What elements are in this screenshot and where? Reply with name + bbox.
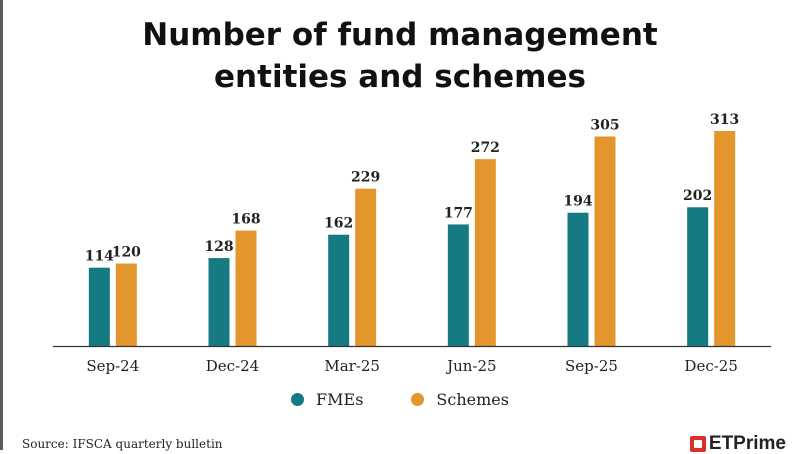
- data-label-fmes-sep-24: 114: [85, 249, 114, 265]
- data-label-fmes-dec-24: 128: [204, 239, 233, 255]
- legend-label-fmes: FMEs: [316, 390, 364, 409]
- data-label-schemes-sep-24: 120: [112, 245, 141, 261]
- data-label-fmes-mar-25: 162: [324, 216, 353, 232]
- legend-swatch-fmes: [291, 393, 305, 406]
- legend-swatch-schemes: [411, 393, 425, 406]
- data-label-fmes-sep-25: 194: [563, 194, 592, 210]
- chart-title: Number of fund management entities and s…: [0, 14, 800, 98]
- bar-fmes-jun-25: [447, 224, 469, 346]
- legend-item-schemes: Schemes: [411, 390, 509, 409]
- data-label-schemes-mar-25: 229: [351, 170, 380, 186]
- legend-item-fmes: FMEs: [291, 390, 363, 409]
- chart-title-line-1: Number of fund management: [142, 17, 658, 53]
- bar-schemes-sep-25: [594, 136, 616, 346]
- x-tick-label-mar-25: Mar-25: [324, 357, 380, 375]
- x-tick-label-dec-24: Dec-24: [206, 357, 259, 375]
- legend: FMEs Schemes: [0, 390, 800, 409]
- data-label-fmes-dec-25: 202: [683, 188, 712, 204]
- x-tick-label-jun-25: Jun-25: [445, 357, 497, 375]
- x-tick-label-dec-25: Dec-25: [684, 357, 737, 375]
- bar-fmes-dec-24: [208, 258, 230, 346]
- legend-label-schemes: Schemes: [436, 390, 509, 409]
- bar-fmes-sep-25: [567, 212, 589, 346]
- bar-fmes-mar-25: [328, 234, 350, 346]
- x-tick-label-sep-24: Sep-24: [86, 357, 139, 375]
- bar-fmes-sep-24: [88, 267, 110, 346]
- brand-icon: [689, 435, 706, 452]
- bar-schemes-mar-25: [355, 188, 377, 346]
- bar-schemes-dec-24: [235, 230, 257, 346]
- data-label-schemes-sep-25: 305: [590, 117, 619, 133]
- bar-schemes-jun-25: [474, 159, 496, 346]
- bar-fmes-dec-25: [687, 207, 709, 346]
- brand-name: ETPrime: [708, 433, 786, 454]
- brand-logo: ETPrime: [689, 433, 786, 454]
- x-tick-label-sep-25: Sep-25: [565, 357, 618, 375]
- bar-schemes-dec-25: [714, 131, 736, 346]
- source-note: Source: IFSCA quarterly bulletin: [22, 437, 223, 451]
- data-label-schemes-dec-24: 168: [231, 212, 260, 228]
- chart-title-line-2: entities and schemes: [214, 59, 586, 95]
- data-label-fmes-jun-25: 177: [444, 205, 473, 221]
- data-label-schemes-jun-25: 272: [471, 140, 500, 156]
- left-border-rule: [0, 0, 3, 450]
- bar-schemes-sep-24: [115, 263, 137, 346]
- data-label-schemes-dec-25: 313: [710, 112, 739, 128]
